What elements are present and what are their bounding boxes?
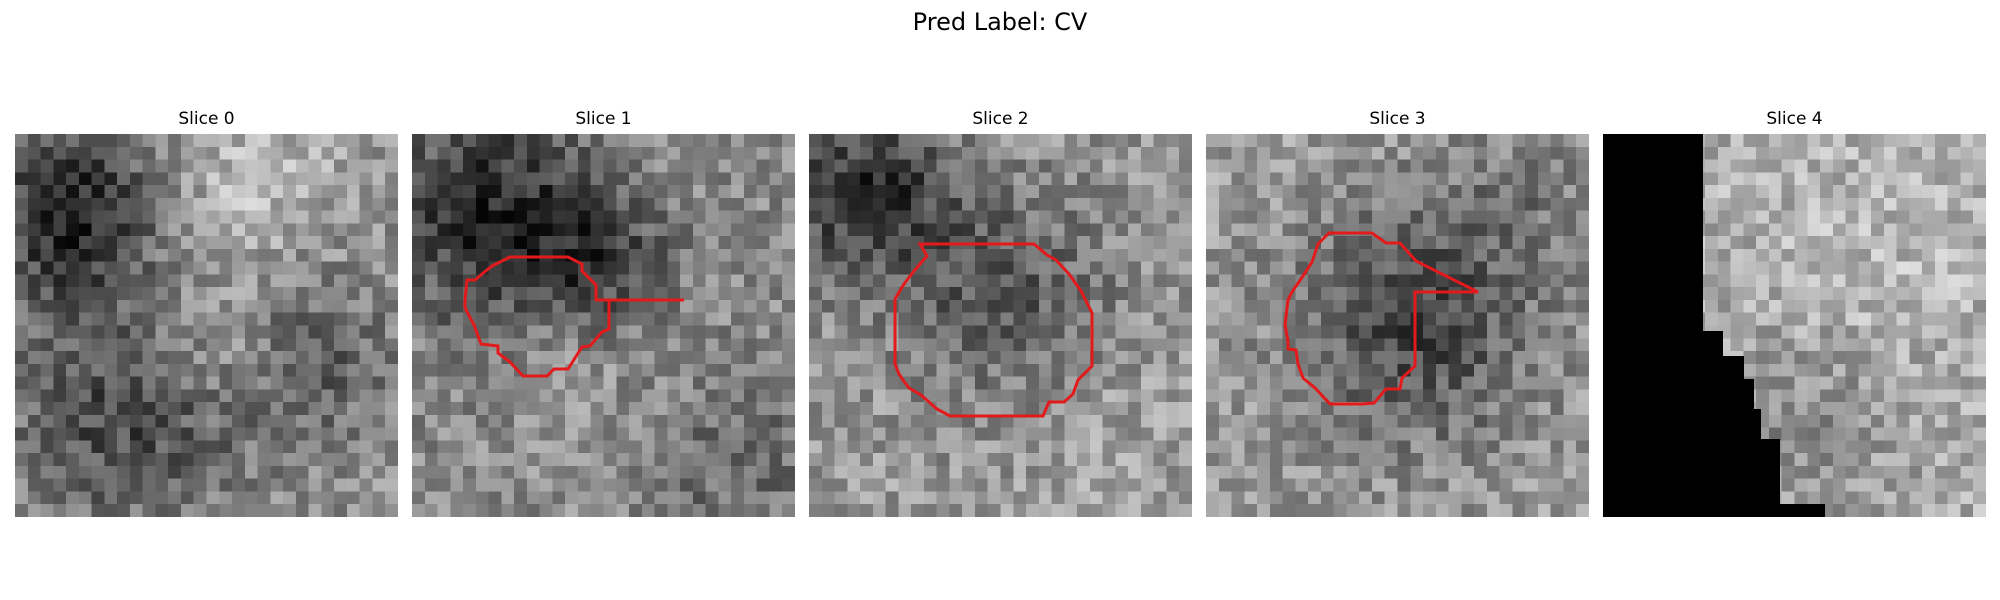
slice-2-pixels	[809, 134, 1192, 517]
slice-1-overlay	[463, 255, 684, 378]
slice-3-contour	[1283, 231, 1479, 406]
slice-2-overlay	[893, 242, 1094, 418]
slice-4-title: Slice 4	[1766, 109, 1823, 129]
slice-3-pixels	[1206, 134, 1589, 517]
slice-3-title: Slice 3	[1369, 109, 1426, 129]
slice-2-title: Slice 2	[972, 109, 1029, 129]
slice-0-pixels	[15, 134, 398, 517]
slice-0-title: Slice 0	[178, 109, 235, 129]
figure-title: Pred Label: CV	[912, 8, 1088, 36]
slice-1-image	[412, 134, 795, 517]
slice-2-contour	[893, 242, 1094, 418]
slice-3-overlay	[1283, 231, 1479, 406]
slice-1-contour	[463, 255, 684, 378]
slice-4-mask	[1603, 134, 1825, 517]
slice-4-image	[1603, 134, 1986, 517]
slice-4-overlay	[1603, 134, 1825, 517]
slice-0-image	[15, 134, 398, 517]
slice-1-title: Slice 1	[575, 109, 632, 129]
slice-2-image	[809, 134, 1192, 517]
slice-1-pixels	[412, 134, 795, 517]
slice-3-image	[1206, 134, 1589, 517]
